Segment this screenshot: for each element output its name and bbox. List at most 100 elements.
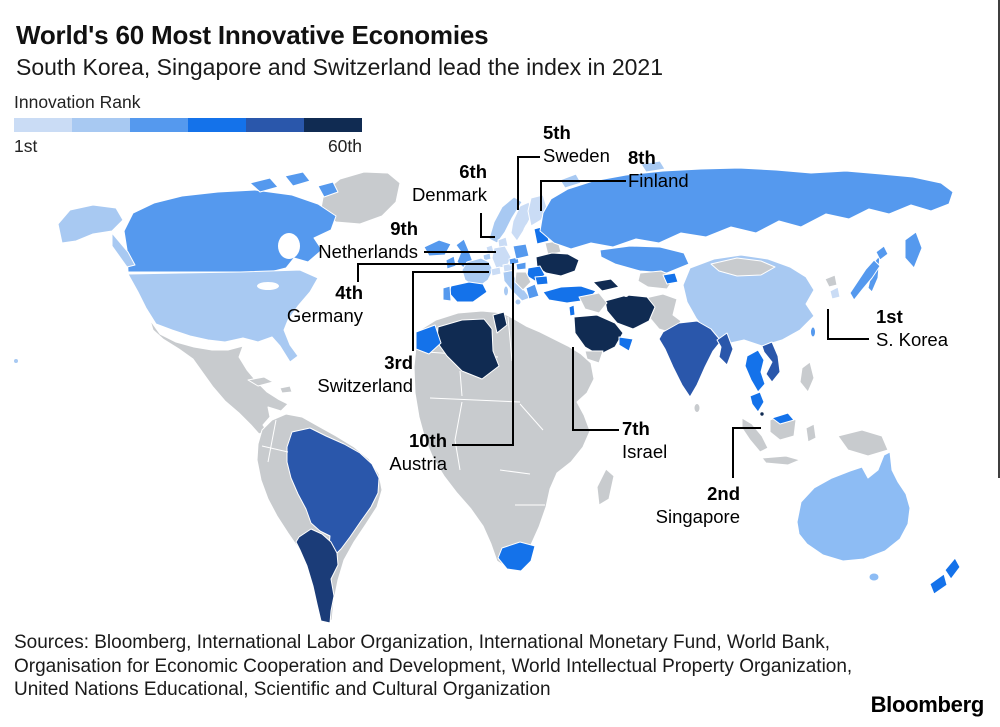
annotation-country: Finland	[628, 169, 689, 191]
country-bulgaria	[534, 275, 549, 286]
page-subtitle: South Korea, Singapore and Switzerland l…	[16, 54, 664, 80]
country-india	[658, 320, 722, 398]
country-usa	[127, 269, 319, 363]
annotation-line-switzerland	[412, 271, 489, 351]
country-italy-sardinia	[503, 285, 509, 297]
annotation-rank: 2nd	[707, 483, 740, 504]
country-south-africa	[497, 541, 536, 572]
annotation-switzerland: 3rd Switzerland	[317, 352, 413, 397]
country-hawaii	[13, 358, 19, 364]
country-china	[682, 254, 815, 347]
country-sweden	[510, 201, 533, 242]
region-iraq-syria	[578, 292, 608, 314]
country-japan	[849, 259, 881, 301]
annotation-country: Germany	[286, 304, 363, 326]
annotation-country: Netherlands	[318, 240, 418, 262]
sources-line-3: United Nations Educational, Scientific a…	[14, 679, 551, 700]
country-philippines	[799, 361, 815, 393]
legend-segment-5	[246, 118, 304, 132]
country-canada-arctic-3	[317, 181, 339, 198]
country-tunisia	[492, 311, 508, 334]
legend-segment-3	[130, 118, 188, 132]
country-alaska	[57, 204, 124, 244]
country-new-zealand-north	[944, 557, 961, 580]
country-indonesia-sulawesi	[805, 423, 817, 443]
country-ireland	[445, 255, 457, 270]
legend-min-label: 1st	[14, 136, 38, 156]
country-indonesia-sumatra	[741, 417, 769, 453]
country-finland	[527, 194, 548, 227]
legend-segment-1	[14, 118, 72, 132]
country-mongolia	[710, 257, 776, 277]
country-new-zealand-south	[929, 573, 948, 595]
baltic-sea	[521, 223, 531, 243]
annotation-rank: 9th	[390, 218, 418, 239]
country-yemen	[584, 350, 604, 364]
country-canada-arctic-2	[284, 171, 311, 187]
annotation-rank: 3rd	[384, 352, 413, 373]
country-iran	[604, 294, 656, 330]
annotation-rank: 8th	[628, 147, 656, 168]
country-spain	[448, 281, 488, 303]
country-sri-lanka	[693, 403, 701, 413]
annotation-finland: 8th Finland	[628, 147, 689, 192]
bloomberg-logo: Bloomberg	[870, 692, 985, 717]
annotation-denmark: 6th Denmark	[412, 161, 487, 206]
annotation-rank: 10th	[408, 430, 447, 451]
country-morocco	[415, 324, 442, 355]
annotation-s-korea: 1st S. Korea	[876, 306, 948, 351]
legend-color-scale	[14, 118, 362, 132]
annotation-country: Switzerland	[317, 374, 413, 396]
annotation-rank: 6th	[459, 161, 487, 182]
country-greenland	[319, 171, 401, 225]
sources-line-1: Sources: Bloomberg, International Labor …	[14, 632, 831, 653]
region-caucasus	[592, 278, 620, 292]
country-taiwan	[810, 326, 816, 338]
sources-note: Sources: Bloomberg, International Labor …	[14, 631, 852, 702]
annotation-sweden: 5th Sweden	[543, 122, 610, 167]
region-papua	[837, 429, 889, 457]
country-kazakhstan	[599, 245, 690, 274]
country-poland	[512, 243, 530, 260]
annotation-rank: 1st	[876, 306, 903, 327]
black-sea	[553, 276, 579, 286]
country-madagascar	[596, 468, 615, 506]
country-switzerland	[490, 266, 502, 277]
country-alaska-panhandle	[111, 232, 136, 268]
country-thailand	[744, 349, 766, 393]
country-italy-sicily	[514, 298, 522, 306]
country-australia	[796, 451, 911, 562]
legend-segment-6	[304, 118, 362, 132]
country-north-korea	[824, 274, 838, 288]
country-mexico-central-america	[149, 319, 289, 435]
country-japan-hokkaido	[875, 245, 889, 261]
arctic-islands-2	[640, 160, 666, 173]
annotation-line-germany	[357, 263, 489, 282]
sources-line-2: Organisation for Economic Cooperation an…	[14, 655, 853, 677]
annotation-rank: 7th	[622, 418, 650, 439]
country-tasmania	[868, 572, 880, 582]
country-russia-kamchatka	[904, 231, 923, 269]
country-brazil	[286, 427, 380, 558]
country-hispaniola	[279, 385, 293, 394]
annotation-country: Israel	[622, 440, 668, 462]
annotation-germany: 4th Germany	[287, 282, 363, 327]
country-iceland	[423, 239, 452, 257]
great-lakes	[257, 282, 279, 290]
annotation-singapore: 2nd Singapore	[656, 483, 740, 528]
country-south-korea	[829, 286, 841, 300]
annotation-line-austria	[452, 263, 514, 446]
country-malaysia-borneo	[771, 412, 795, 425]
annotation-austria: 10th Austria	[389, 430, 447, 475]
annotation-israel: 7th Israel	[622, 418, 667, 463]
country-argentina-chile	[295, 528, 339, 624]
country-cuba	[247, 376, 274, 387]
country-canada-arctic-1	[249, 177, 279, 193]
country-malaysia	[749, 391, 765, 413]
country-myanmar	[716, 332, 734, 366]
annotation-line-sweden	[517, 156, 540, 210]
country-singapore	[759, 411, 765, 417]
caspian-sea	[620, 271, 632, 297]
